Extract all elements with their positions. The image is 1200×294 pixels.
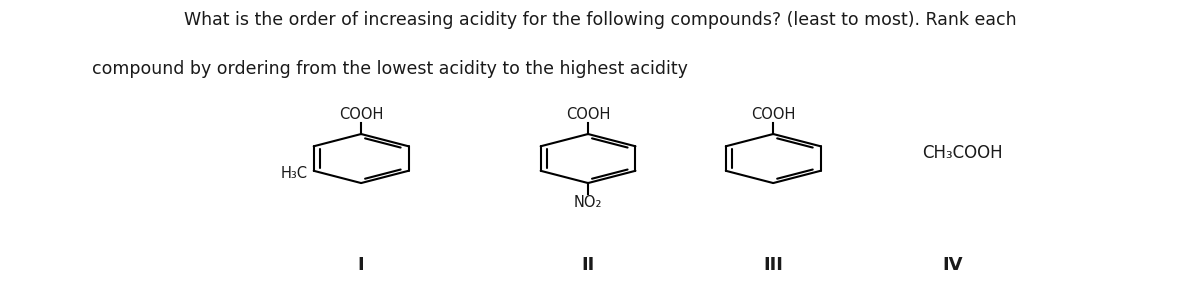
Text: III: III xyxy=(763,256,784,274)
Text: COOH: COOH xyxy=(566,107,611,122)
Text: CH₃COOH: CH₃COOH xyxy=(923,144,1003,162)
Text: NO₂: NO₂ xyxy=(574,195,602,210)
Text: I: I xyxy=(358,256,365,274)
Text: COOH: COOH xyxy=(338,107,383,122)
Text: COOH: COOH xyxy=(751,107,796,122)
Text: compound by ordering from the lowest acidity to the highest acidity: compound by ordering from the lowest aci… xyxy=(92,61,689,78)
Text: II: II xyxy=(582,256,595,274)
Text: IV: IV xyxy=(942,256,962,274)
Text: What is the order of increasing acidity for the following compounds? (least to m: What is the order of increasing acidity … xyxy=(184,11,1016,29)
Text: H₃C: H₃C xyxy=(281,166,307,181)
